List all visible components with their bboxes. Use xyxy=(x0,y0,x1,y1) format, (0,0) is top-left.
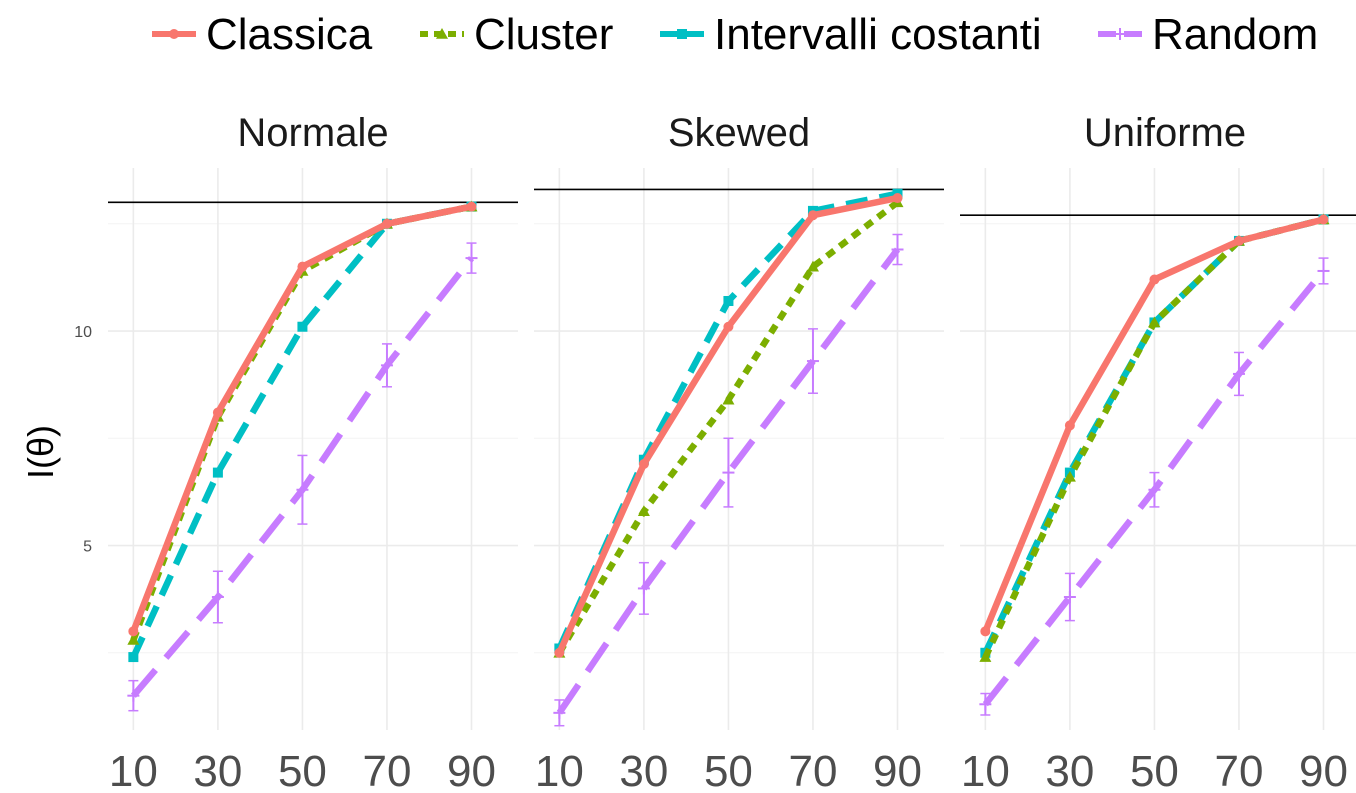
data-point-random xyxy=(979,698,992,711)
panel-title-skewed: Skewed xyxy=(668,111,810,155)
data-point-classica xyxy=(297,261,308,272)
x-tick-label-30: 30 xyxy=(193,747,242,793)
grid-lines xyxy=(534,168,944,730)
data-point-random xyxy=(637,582,650,595)
data-point-classica xyxy=(212,407,223,418)
data-point-classica xyxy=(1233,235,1244,246)
data-point-random xyxy=(465,252,478,265)
x-tick-label-90: 90 xyxy=(447,747,496,793)
y-tick-label-5: 5 xyxy=(83,539,92,556)
data-point-classica xyxy=(980,626,991,637)
legend-item-classica: Classica xyxy=(152,10,373,59)
data-point-random xyxy=(127,689,140,702)
series-classica xyxy=(980,214,1329,637)
x-tick-label-50: 50 xyxy=(278,747,327,793)
data-point-cluster xyxy=(1148,316,1161,328)
series-classica xyxy=(554,193,903,658)
x-tick-label-50: 50 xyxy=(704,747,753,793)
data-point-cluster xyxy=(806,260,819,272)
x-tick-label-10: 10 xyxy=(535,747,584,793)
x-tick-label-90: 90 xyxy=(873,747,922,793)
data-point-cluster xyxy=(722,393,735,405)
series-random xyxy=(127,242,478,712)
legend-item-intervalli-costanti: Intervalli costanti xyxy=(660,10,1042,59)
data-point-random xyxy=(296,483,309,496)
legend-marker-intervalli-costanti xyxy=(677,29,687,39)
legend-marker-random xyxy=(1114,28,1126,40)
legend-label-random: Random xyxy=(1152,10,1318,59)
data-point-random xyxy=(722,466,735,479)
panel-title-uniforme: Uniforme xyxy=(1084,111,1246,155)
data-point-classica xyxy=(1064,420,1075,431)
data-point-classica xyxy=(1318,214,1329,225)
grid-lines xyxy=(960,168,1356,730)
series-random xyxy=(979,257,1330,716)
x-tick-label-30: 30 xyxy=(619,747,668,793)
panel-title-normale: Normale xyxy=(237,111,388,155)
grid-lines xyxy=(108,168,518,730)
x-tick-label-70: 70 xyxy=(788,747,837,793)
legend-label-intervalli-costanti: Intervalli costanti xyxy=(714,10,1042,59)
data-point-classica xyxy=(466,201,477,212)
data-point-cluster xyxy=(637,505,650,517)
legend-item-random: Random xyxy=(1098,10,1318,59)
data-point-classica xyxy=(128,626,139,637)
series-random xyxy=(553,233,904,727)
y-tick-label-10: 10 xyxy=(74,324,92,341)
legend-marker-cluster xyxy=(436,28,448,39)
data-point-cluster xyxy=(979,651,992,662)
data-point-classica xyxy=(723,321,734,332)
data-point-random xyxy=(1148,483,1161,496)
x-tick-label-70: 70 xyxy=(362,747,411,793)
legend: Classica Cluster Intervalli costanti Random xyxy=(152,10,1318,59)
data-point-random xyxy=(1317,264,1330,277)
x-tick-label-10: 10 xyxy=(961,747,1010,793)
data-point-cluster xyxy=(1063,470,1076,482)
legend-label-classica: Classica xyxy=(206,10,373,59)
data-point-classica xyxy=(807,210,818,221)
data-point-classica xyxy=(1149,274,1160,285)
data-point-random xyxy=(553,706,566,719)
x-tick-label-50: 50 xyxy=(1130,747,1179,793)
x-tick-label-70: 70 xyxy=(1214,747,1263,793)
data-point-random xyxy=(211,591,224,604)
data-point-classica xyxy=(381,218,392,229)
data-point-random xyxy=(380,359,393,372)
data-point-random xyxy=(806,355,819,368)
data-point-random xyxy=(1063,591,1076,604)
series-classica xyxy=(128,201,477,637)
data-point-intervalli-costanti xyxy=(723,295,734,306)
data-point-random xyxy=(1232,367,1245,380)
legend-label-cluster: Cluster xyxy=(474,10,613,59)
data-point-random xyxy=(891,243,904,256)
y-axis-title: I(θ) xyxy=(20,425,61,479)
data-point-intervalli-costanti xyxy=(128,652,139,663)
x-tick-label-30: 30 xyxy=(1045,747,1094,793)
legend-marker-classica xyxy=(169,29,179,39)
data-point-intervalli-costanti xyxy=(297,321,308,332)
panel-normale: Normale 10 30 50 70 90 xyxy=(108,111,518,793)
x-tick-label-10: 10 xyxy=(109,747,158,793)
data-point-cluster xyxy=(127,633,140,645)
x-tick-label-90: 90 xyxy=(1299,747,1348,793)
data-point-classica xyxy=(554,647,565,658)
data-point-classica xyxy=(638,459,649,470)
series-line-random xyxy=(556,247,901,715)
data-point-intervalli-costanti xyxy=(212,467,223,478)
panel-uniforme: Uniforme 10 30 50 70 90 xyxy=(960,111,1356,793)
legend-item-cluster: Cluster xyxy=(420,10,613,59)
panel-skewed: Skewed 10 30 50 70 90 xyxy=(534,111,944,793)
data-point-classica xyxy=(892,193,903,204)
